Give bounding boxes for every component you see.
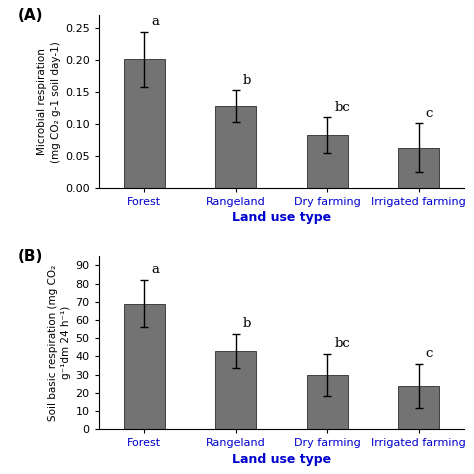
- Bar: [124, 59, 165, 188]
- Text: c: c: [426, 107, 433, 120]
- Bar: [124, 303, 165, 429]
- X-axis label: Land use type: Land use type: [232, 211, 331, 225]
- Bar: [307, 375, 348, 429]
- Text: (A): (A): [18, 8, 44, 23]
- X-axis label: Land use type: Land use type: [232, 453, 331, 465]
- Text: a: a: [152, 263, 160, 276]
- Text: (B): (B): [18, 249, 44, 264]
- Text: b: b: [243, 317, 251, 330]
- Text: bc: bc: [335, 337, 350, 350]
- Text: a: a: [152, 16, 160, 28]
- Bar: [215, 351, 256, 429]
- Bar: [398, 386, 439, 429]
- Y-axis label: Microbial respiration
(mg CO₂ g-1 soil day-1): Microbial respiration (mg CO₂ g-1 soil d…: [37, 41, 61, 163]
- Text: bc: bc: [335, 101, 350, 114]
- Text: b: b: [243, 74, 251, 87]
- Bar: [398, 148, 439, 188]
- Bar: [215, 106, 256, 188]
- Bar: [307, 135, 348, 188]
- Text: c: c: [426, 347, 433, 360]
- Y-axis label: Soil basic respiration (mg CO₂
g⁻¹dm 24 h⁻¹): Soil basic respiration (mg CO₂ g⁻¹dm 24 …: [48, 264, 71, 421]
